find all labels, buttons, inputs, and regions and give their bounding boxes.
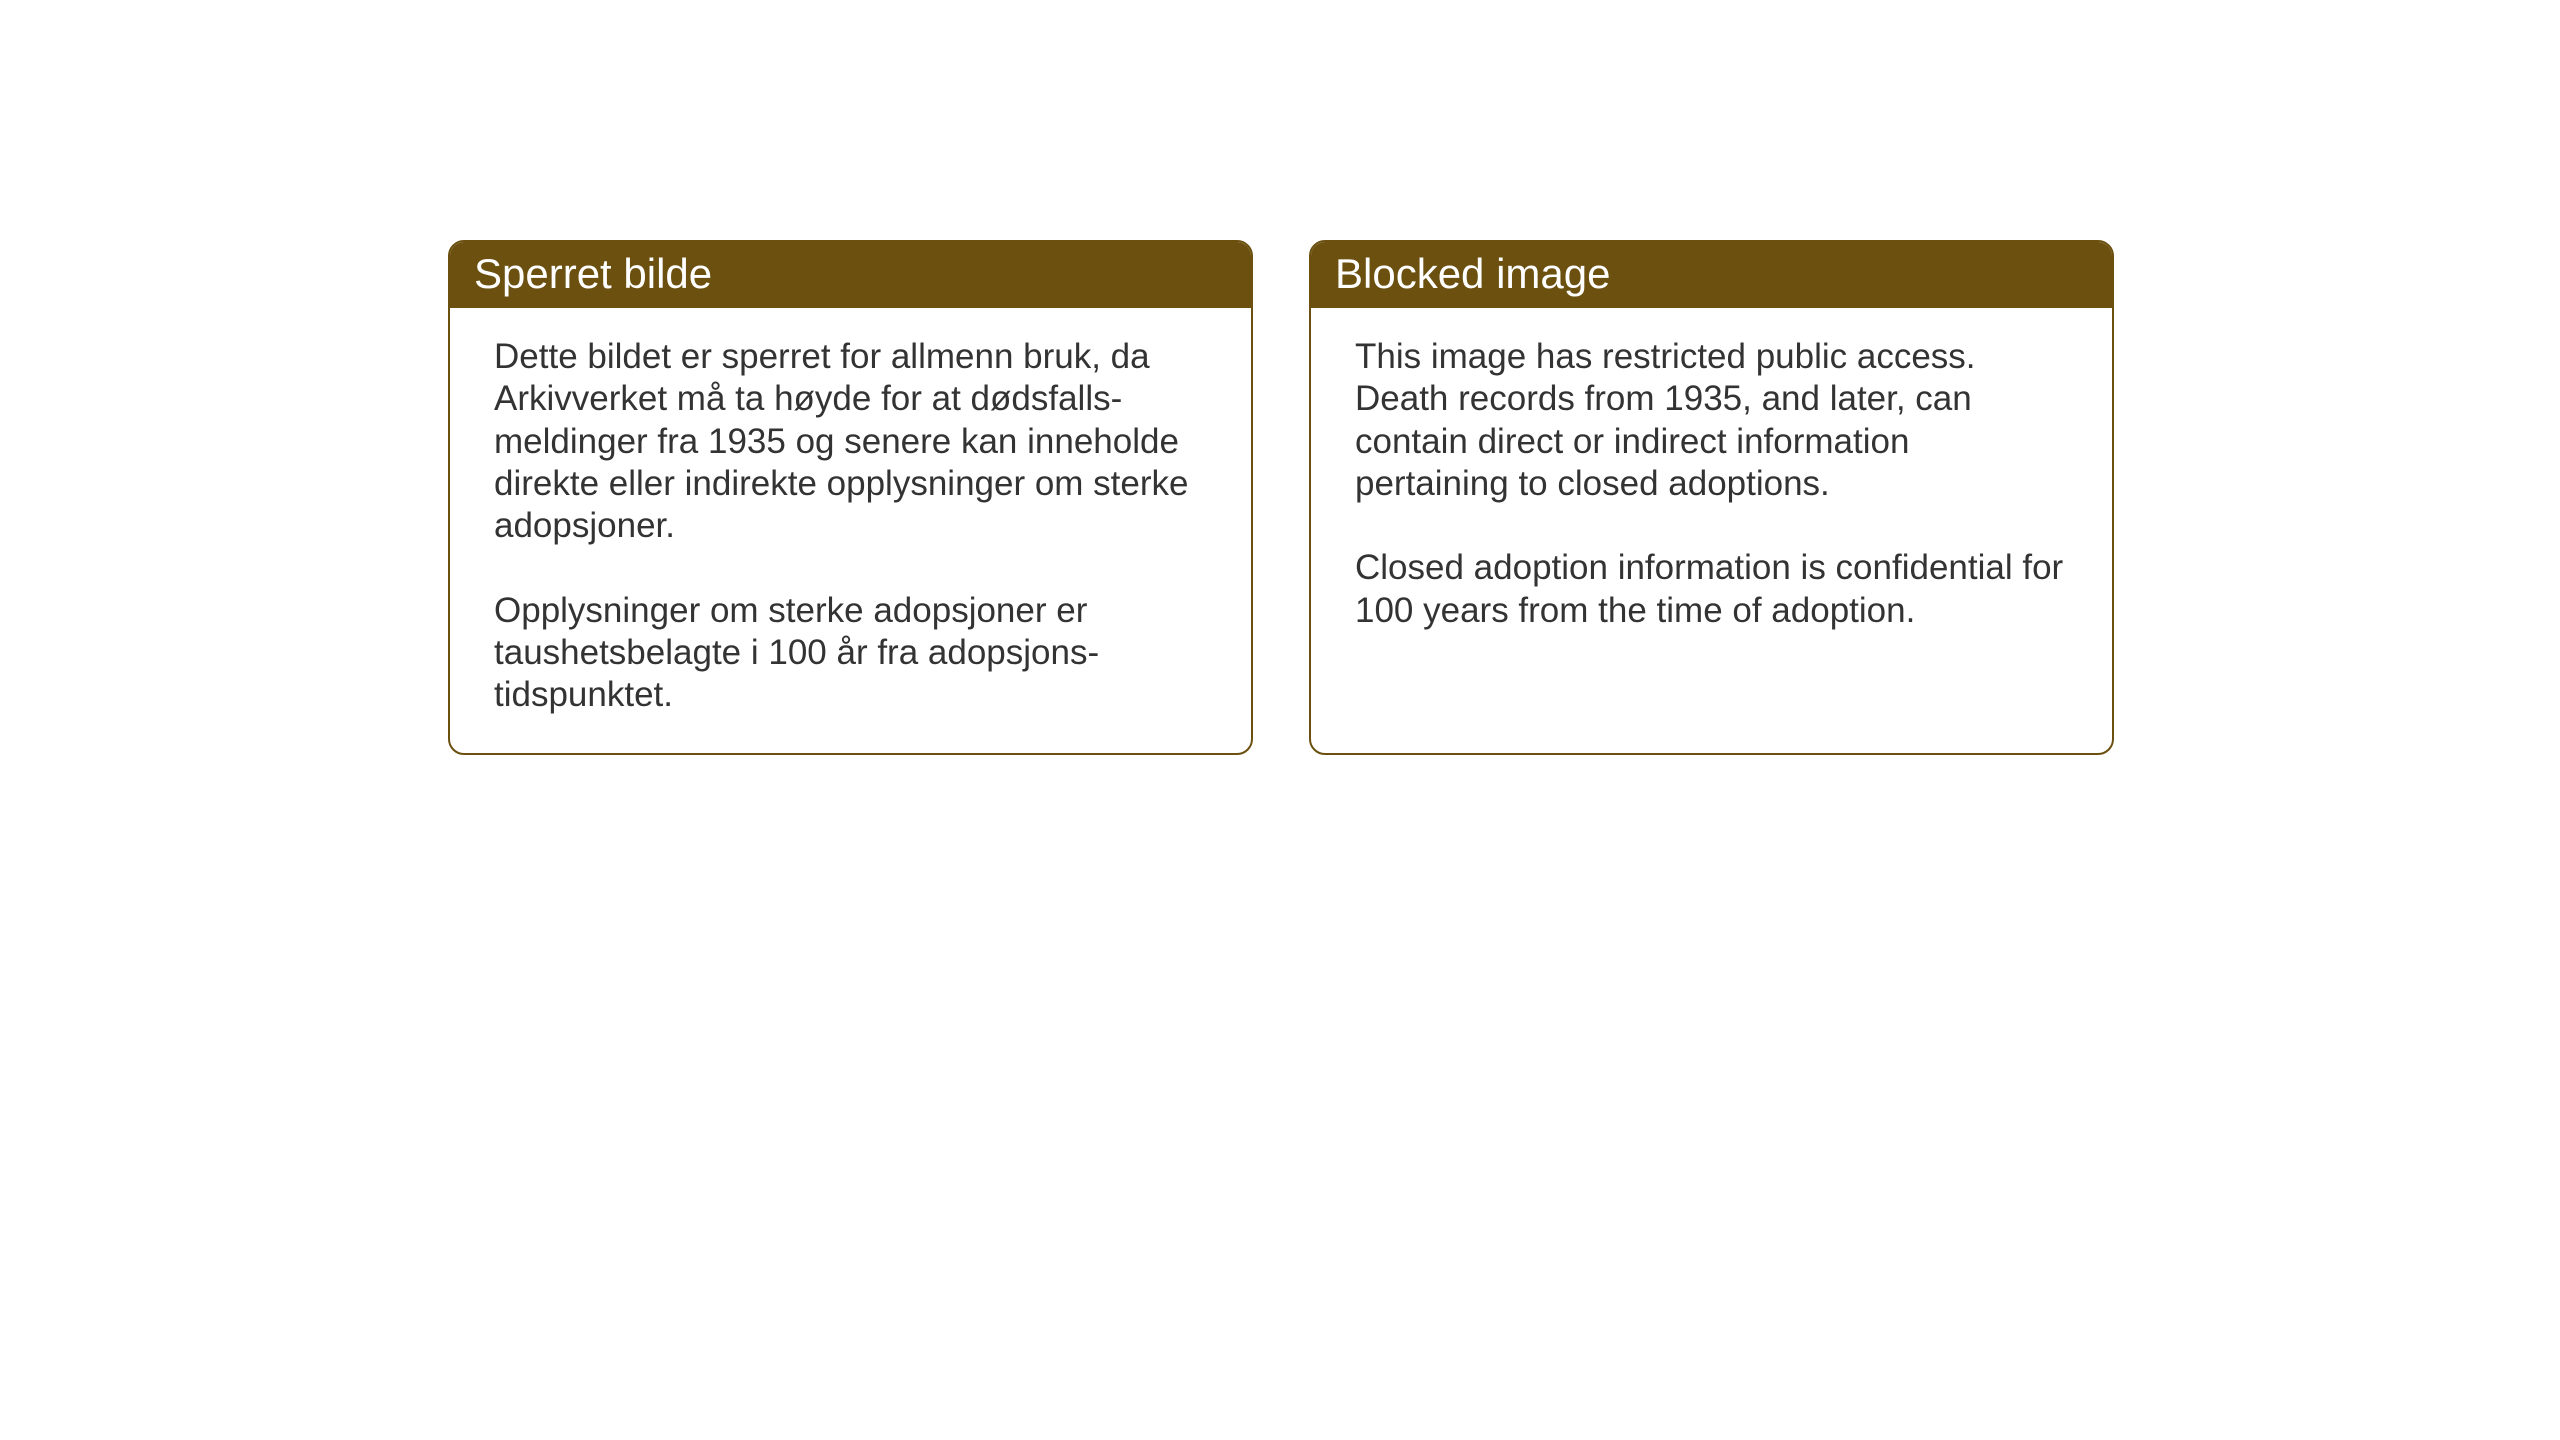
card-paragraph-2-english: Closed adoption information is confident… (1355, 547, 2068, 632)
cards-container: Sperret bilde Dette bildet er sperret fo… (448, 240, 2114, 755)
card-body-norwegian: Dette bildet er sperret for allmenn bruk… (450, 308, 1251, 753)
card-header-norwegian: Sperret bilde (450, 242, 1251, 308)
card-paragraph-1-english: This image has restricted public access.… (1355, 336, 2068, 505)
card-body-english: This image has restricted public access.… (1311, 308, 2112, 668)
blocked-image-card-norwegian: Sperret bilde Dette bildet er sperret fo… (448, 240, 1253, 755)
card-header-english: Blocked image (1311, 242, 2112, 308)
blocked-image-card-english: Blocked image This image has restricted … (1309, 240, 2114, 755)
card-paragraph-2-norwegian: Opplysninger om sterke adopsjoner er tau… (494, 590, 1207, 717)
card-paragraph-1-norwegian: Dette bildet er sperret for allmenn bruk… (494, 336, 1207, 548)
